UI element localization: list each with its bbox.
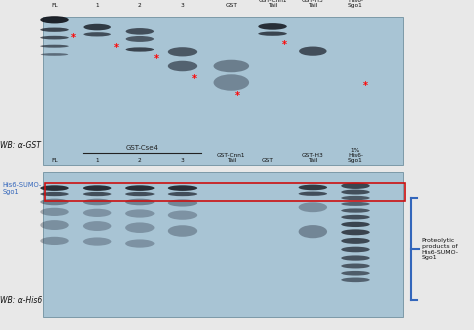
Text: Proteolytic
products of
His6-SUMO-
Sgo1: Proteolytic products of His6-SUMO- Sgo1 bbox=[422, 238, 459, 260]
Ellipse shape bbox=[341, 271, 370, 276]
Ellipse shape bbox=[213, 74, 249, 91]
Ellipse shape bbox=[40, 192, 69, 196]
Text: *: * bbox=[154, 54, 159, 64]
Ellipse shape bbox=[168, 211, 197, 220]
Ellipse shape bbox=[126, 28, 154, 35]
Ellipse shape bbox=[341, 222, 370, 227]
Ellipse shape bbox=[40, 36, 69, 40]
Text: 1%
His6-
Sgo1: 1% His6- Sgo1 bbox=[348, 148, 363, 163]
Text: *: * bbox=[363, 81, 367, 91]
Ellipse shape bbox=[125, 210, 155, 218]
Text: 3: 3 bbox=[181, 158, 184, 163]
Ellipse shape bbox=[125, 222, 155, 233]
Ellipse shape bbox=[83, 185, 111, 191]
Ellipse shape bbox=[341, 209, 370, 213]
Text: GST-H3
Tail: GST-H3 Tail bbox=[302, 0, 324, 8]
Ellipse shape bbox=[40, 45, 69, 48]
Ellipse shape bbox=[40, 199, 69, 205]
Ellipse shape bbox=[213, 60, 249, 72]
Ellipse shape bbox=[168, 225, 197, 237]
Bar bbox=[43, 16, 403, 165]
Text: 2: 2 bbox=[138, 3, 142, 8]
Ellipse shape bbox=[258, 23, 287, 30]
Text: FL: FL bbox=[51, 3, 58, 8]
Text: 2: 2 bbox=[138, 158, 142, 163]
Text: GST-H3
Tail: GST-H3 Tail bbox=[302, 153, 324, 163]
Ellipse shape bbox=[168, 192, 197, 196]
Ellipse shape bbox=[168, 61, 197, 71]
Ellipse shape bbox=[83, 238, 111, 246]
Ellipse shape bbox=[168, 185, 197, 191]
Ellipse shape bbox=[83, 209, 111, 217]
Ellipse shape bbox=[83, 221, 111, 231]
Ellipse shape bbox=[299, 202, 327, 212]
Text: *: * bbox=[235, 91, 239, 101]
Ellipse shape bbox=[40, 237, 69, 245]
Ellipse shape bbox=[83, 192, 111, 196]
Text: *: * bbox=[192, 74, 197, 84]
Ellipse shape bbox=[341, 229, 370, 235]
Ellipse shape bbox=[341, 202, 370, 206]
Ellipse shape bbox=[168, 47, 197, 56]
Ellipse shape bbox=[125, 192, 155, 196]
Text: *: * bbox=[71, 33, 76, 43]
Ellipse shape bbox=[258, 31, 287, 36]
Ellipse shape bbox=[341, 238, 370, 244]
Ellipse shape bbox=[341, 196, 370, 200]
Text: GST: GST bbox=[225, 3, 237, 8]
Text: GST-Cse4: GST-Cse4 bbox=[126, 146, 159, 151]
Ellipse shape bbox=[299, 47, 327, 56]
Ellipse shape bbox=[40, 28, 69, 32]
Text: *: * bbox=[282, 40, 287, 50]
Text: *: * bbox=[114, 43, 118, 53]
Ellipse shape bbox=[40, 16, 69, 23]
Text: GST-Cnn1
Tail: GST-Cnn1 Tail bbox=[217, 153, 246, 163]
Ellipse shape bbox=[341, 247, 370, 252]
Text: FL: FL bbox=[51, 158, 58, 163]
Text: WB: α-His6: WB: α-His6 bbox=[0, 296, 42, 305]
Ellipse shape bbox=[341, 278, 370, 282]
Ellipse shape bbox=[341, 263, 370, 269]
Text: 1: 1 bbox=[95, 3, 99, 8]
Ellipse shape bbox=[83, 199, 111, 205]
Ellipse shape bbox=[299, 185, 327, 190]
Ellipse shape bbox=[341, 183, 370, 189]
Bar bbox=[45, 183, 405, 201]
Ellipse shape bbox=[83, 32, 111, 36]
Ellipse shape bbox=[40, 208, 69, 216]
Text: 3: 3 bbox=[181, 3, 184, 8]
Ellipse shape bbox=[341, 189, 370, 194]
Ellipse shape bbox=[125, 240, 155, 248]
Ellipse shape bbox=[40, 220, 69, 230]
Ellipse shape bbox=[341, 255, 370, 261]
Ellipse shape bbox=[125, 199, 155, 205]
Ellipse shape bbox=[126, 36, 154, 42]
Ellipse shape bbox=[41, 53, 68, 56]
Ellipse shape bbox=[126, 48, 154, 51]
Text: 1%
His6-
Sgo1: 1% His6- Sgo1 bbox=[348, 0, 363, 8]
Ellipse shape bbox=[40, 185, 69, 191]
Bar bbox=[43, 172, 403, 317]
Text: GST-Cnn1
Tail: GST-Cnn1 Tail bbox=[258, 0, 287, 8]
Ellipse shape bbox=[299, 225, 327, 238]
Ellipse shape bbox=[299, 191, 327, 196]
Ellipse shape bbox=[83, 24, 111, 30]
Ellipse shape bbox=[168, 199, 197, 207]
Text: WB: α-GST: WB: α-GST bbox=[0, 141, 41, 150]
Ellipse shape bbox=[341, 215, 370, 219]
Text: 1: 1 bbox=[95, 158, 99, 163]
Ellipse shape bbox=[125, 185, 155, 191]
Text: His6-SUMO-
Sgo1: His6-SUMO- Sgo1 bbox=[2, 182, 42, 195]
Text: GST: GST bbox=[262, 158, 274, 163]
